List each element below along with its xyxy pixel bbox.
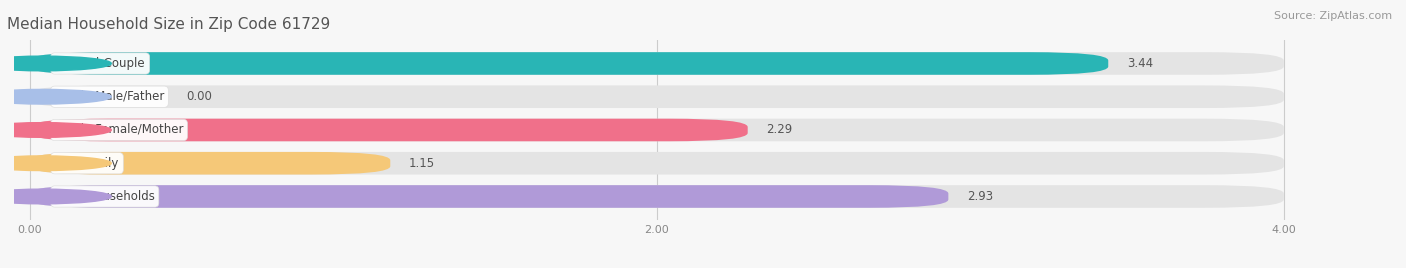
FancyBboxPatch shape — [30, 185, 949, 208]
Text: 2.93: 2.93 — [967, 190, 993, 203]
FancyBboxPatch shape — [30, 119, 748, 141]
FancyBboxPatch shape — [30, 52, 1284, 75]
Circle shape — [0, 156, 111, 170]
FancyBboxPatch shape — [30, 52, 1108, 75]
Text: 1.15: 1.15 — [409, 157, 436, 170]
Text: 2.29: 2.29 — [766, 124, 793, 136]
FancyBboxPatch shape — [30, 152, 1284, 174]
Circle shape — [0, 56, 111, 71]
Text: Single Female/Mother: Single Female/Mother — [55, 124, 183, 136]
Text: Non-family: Non-family — [55, 157, 120, 170]
Text: Source: ZipAtlas.com: Source: ZipAtlas.com — [1274, 11, 1392, 21]
Text: Single Male/Father: Single Male/Father — [55, 90, 165, 103]
Text: 3.44: 3.44 — [1128, 57, 1153, 70]
FancyBboxPatch shape — [30, 119, 1284, 141]
Text: 0.00: 0.00 — [187, 90, 212, 103]
Text: Median Household Size in Zip Code 61729: Median Household Size in Zip Code 61729 — [7, 17, 330, 32]
Circle shape — [0, 90, 111, 104]
Circle shape — [0, 123, 111, 137]
Circle shape — [0, 189, 111, 204]
FancyBboxPatch shape — [30, 152, 391, 174]
Text: Married-Couple: Married-Couple — [55, 57, 145, 70]
FancyBboxPatch shape — [30, 185, 1284, 208]
Text: Total Households: Total Households — [55, 190, 155, 203]
FancyBboxPatch shape — [30, 85, 1284, 108]
